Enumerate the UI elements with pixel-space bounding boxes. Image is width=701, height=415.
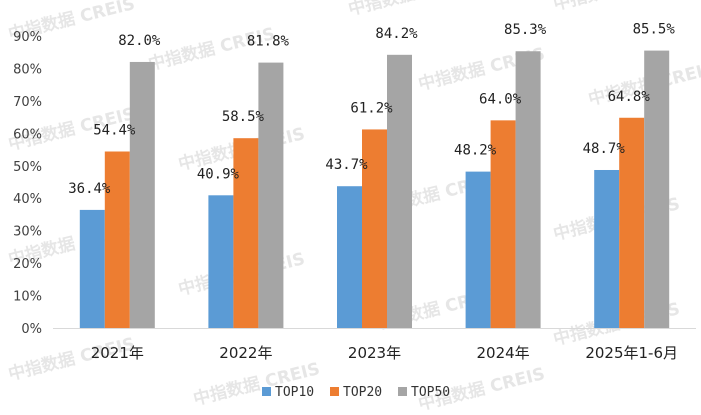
data-label: 84.2%	[375, 26, 418, 42]
x-tick-label: 2024年	[477, 344, 530, 362]
legend-swatch-top50	[398, 387, 407, 396]
y-axis: 0% 10% 20% 30% 40% 50% 60% 70% 80% 90%	[13, 30, 42, 337]
legend-label-top20: TOP20	[343, 385, 382, 400]
bar-top10	[208, 195, 234, 328]
bar-top20	[233, 138, 259, 328]
bar-top50	[258, 62, 284, 329]
data-label: 40.9%	[197, 166, 240, 182]
legend-swatch-top20	[330, 387, 339, 396]
data-label: 64.8%	[608, 89, 651, 105]
data-label: 54.4%	[93, 123, 136, 139]
y-tick-label: 60%	[13, 127, 42, 142]
bar-top50	[644, 50, 670, 328]
x-tick-label: 2021年	[91, 344, 144, 362]
bar-top10	[594, 169, 620, 328]
legend-label-top50: TOP50	[411, 385, 450, 400]
watermark-text: 中指数据 CREIS	[346, 0, 477, 20]
data-label: 85.3%	[504, 22, 547, 38]
bar-top10	[337, 186, 362, 328]
data-label: 61.2%	[350, 100, 393, 116]
watermark-text: 中指数据 CREIS	[191, 358, 322, 410]
bar-top10	[79, 209, 105, 328]
data-label: 43.7%	[325, 157, 368, 173]
x-tick-label: 2025年1-6月	[585, 344, 678, 362]
bar-top50	[515, 51, 541, 328]
data-labels: 36.4% 54.4% 82.0% 40.9% 58.5% 81.8% 43.7% 61.2%…	[68, 22, 675, 197]
x-tick-label: 2023年	[348, 344, 401, 362]
y-tick-label: 40%	[13, 192, 42, 207]
data-label: 64.0%	[479, 91, 522, 107]
data-label: 36.4%	[68, 181, 111, 197]
data-label: 48.2%	[454, 143, 497, 159]
bar-top50	[387, 54, 412, 328]
data-label: 82.0%	[118, 33, 161, 49]
data-label: 58.5%	[222, 109, 265, 125]
bar-top20	[362, 129, 387, 328]
y-tick-label: 70%	[13, 95, 42, 110]
bar-top20	[104, 151, 130, 328]
bars	[79, 50, 670, 329]
data-label: 85.5%	[633, 22, 676, 38]
bar-top10	[465, 171, 491, 328]
y-tick-label: 30%	[13, 225, 42, 240]
y-tick-label: 10%	[13, 290, 42, 305]
legend: TOP10 TOP20 TOP50	[262, 385, 450, 400]
bar-top50	[129, 61, 155, 328]
y-tick-label: 50%	[13, 160, 42, 175]
data-label: 81.8%	[247, 34, 290, 50]
data-label: 48.7%	[583, 141, 626, 157]
y-tick-label: 0%	[21, 322, 42, 337]
bar-top20	[490, 120, 516, 328]
y-tick-label: 20%	[13, 257, 42, 272]
y-tick-label: 80%	[13, 62, 42, 77]
bar-top20	[619, 117, 645, 328]
y-tick-label: 90%	[13, 30, 42, 45]
watermark-text: 中指数据 CREIS	[551, 0, 682, 15]
legend-swatch-top10	[262, 387, 271, 396]
x-tick-label: 2022年	[219, 344, 272, 362]
legend-label-top10: TOP10	[275, 385, 314, 400]
